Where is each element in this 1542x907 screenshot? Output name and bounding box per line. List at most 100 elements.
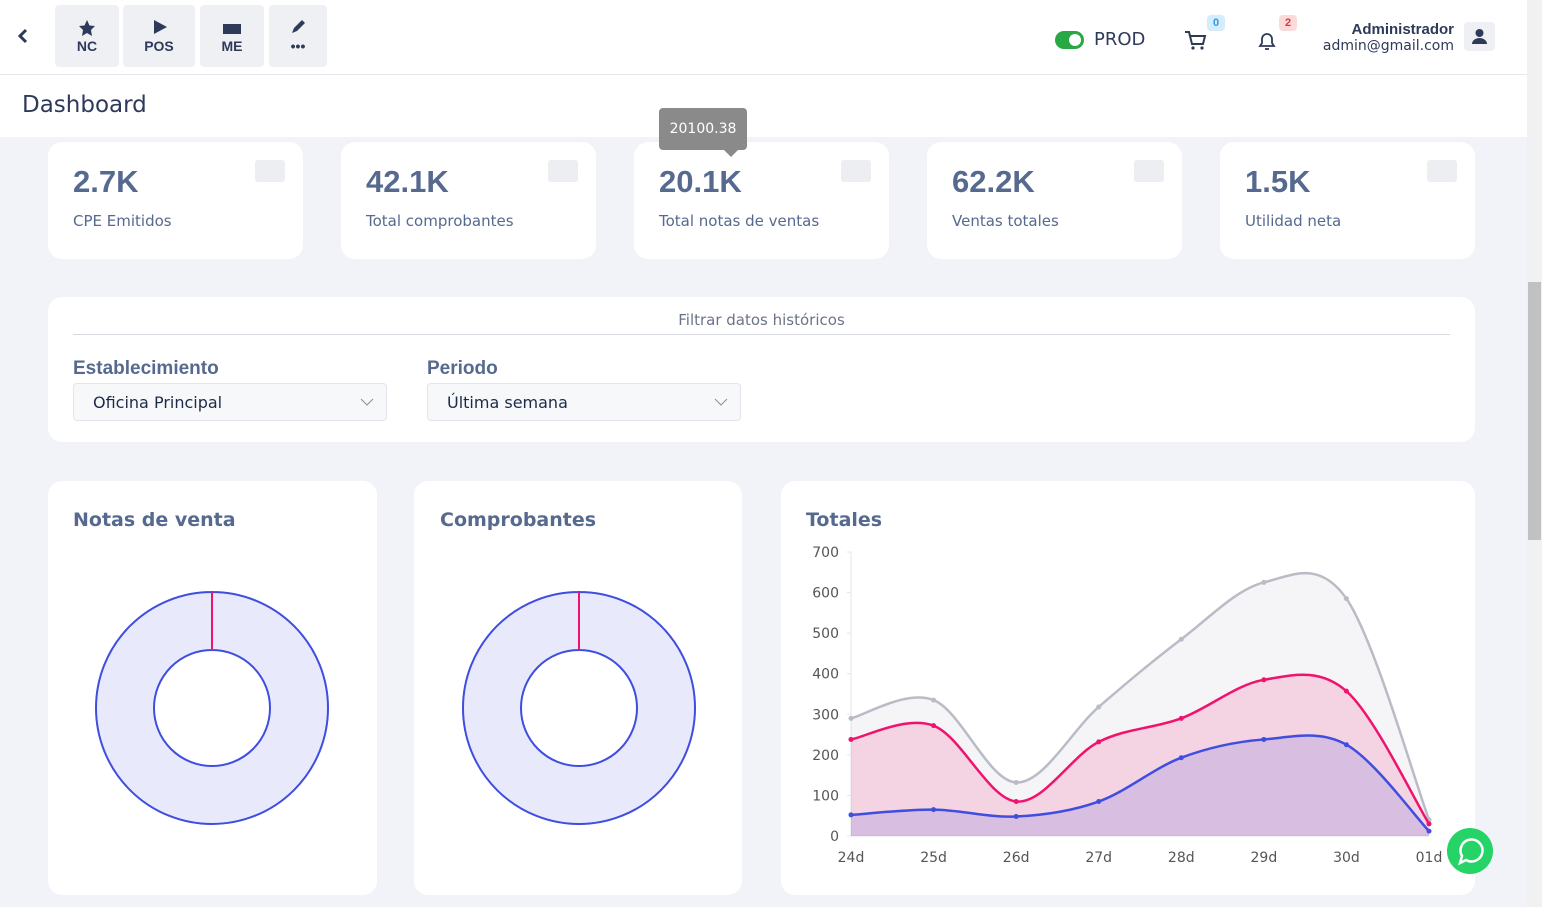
topbar: NC POS ME ••• PROD 0 2 Administrador admi… <box>0 0 1527 75</box>
bell-icon[interactable] <box>1257 30 1277 52</box>
user-name: Administrador <box>1351 21 1454 38</box>
chart-title: Comprobantes <box>440 509 596 531</box>
chart-card <box>414 481 742 895</box>
select[interactable]: Oficina Principal <box>73 383 387 421</box>
point <box>931 723 937 729</box>
point <box>1096 799 1102 805</box>
more-button[interactable]: ••• <box>269 5 327 67</box>
filter-card: Filtrar datos históricos Establecimiento… <box>48 297 1475 442</box>
stat-icon <box>1134 160 1164 182</box>
point <box>1096 704 1102 710</box>
area <box>851 674 1429 836</box>
tooltip: 20100.38 <box>659 108 747 150</box>
donut-segment <box>95 590 329 826</box>
x-tick-label: 29d <box>1251 850 1278 866</box>
stat-value: 42.1K <box>366 164 449 199</box>
me-button[interactable]: ME <box>200 5 264 67</box>
stat-label: Utilidad neta <box>1245 212 1342 230</box>
y-tick-label: 400 <box>812 667 839 683</box>
point <box>1343 596 1349 602</box>
field-label: Periodo <box>427 358 498 379</box>
x-tick-label: 27d <box>1085 850 1112 866</box>
point <box>1178 755 1184 761</box>
point <box>931 807 937 813</box>
chevron <box>360 398 374 406</box>
area <box>851 735 1429 836</box>
stat-label: Total comprobantes <box>366 212 514 230</box>
mode-toggle[interactable] <box>1055 30 1085 50</box>
y-tick-label: 600 <box>812 586 839 602</box>
point <box>1426 828 1432 834</box>
user-email: admin@gmail.com <box>1322 38 1454 54</box>
cart-badge: 0 <box>1207 15 1225 31</box>
area <box>851 573 1429 836</box>
point <box>1178 715 1184 721</box>
stat-icon <box>255 160 285 182</box>
y-tick-label: 0 <box>830 829 839 845</box>
y-tick-label: 200 <box>812 748 839 764</box>
stat-card: 2.7K CPE Emitidos <box>48 142 303 259</box>
chart-title: Totales <box>806 509 882 531</box>
stat-icon <box>841 160 871 182</box>
user-info: Administrador admin@gmail.com <box>1323 21 1454 54</box>
divider <box>73 334 1450 335</box>
select[interactable]: Última semana <box>427 383 741 421</box>
button-label: ••• <box>290 38 306 54</box>
point <box>848 736 854 742</box>
point <box>1178 636 1184 642</box>
y-tick-label: 700 <box>812 545 839 561</box>
whatsapp-button[interactable] <box>1446 827 1494 875</box>
stat-card: 20.1K Total notas de ventas <box>634 142 889 259</box>
point <box>848 715 854 721</box>
point <box>1013 799 1019 805</box>
x-tick-label: 01d <box>1416 850 1443 866</box>
page-title: Dashboard <box>22 92 147 118</box>
y-tick-label: 500 <box>812 626 839 642</box>
button-label: NC <box>76 38 98 54</box>
point <box>1261 677 1267 683</box>
stat-card: 1.5K Utilidad neta <box>1220 142 1475 259</box>
scroll-thumb[interactable] <box>1528 282 1541 540</box>
chevron <box>714 398 728 406</box>
stat-label: Ventas totales <box>952 212 1059 230</box>
point <box>1013 779 1019 785</box>
stat-value: 2.7K <box>73 164 139 199</box>
point <box>1261 579 1267 585</box>
select-value: Última semana <box>447 393 568 412</box>
filter-title: Filtrar datos históricos <box>678 311 845 329</box>
title-bar: Dashboard <box>0 75 1527 137</box>
back-icon[interactable] <box>16 28 30 44</box>
chart-card <box>48 481 377 895</box>
stat-value: 20.1K <box>659 164 742 199</box>
cart-icon[interactable] <box>1184 30 1208 52</box>
notification-badge: 2 <box>1279 15 1297 31</box>
button-label: POS <box>144 38 174 54</box>
pos-button[interactable]: POS <box>123 5 195 67</box>
stat-card: 42.1K Total comprobantes <box>341 142 596 259</box>
point <box>1013 814 1019 820</box>
avatar[interactable] <box>1464 22 1495 51</box>
x-tick-label: 26d <box>1003 850 1030 866</box>
stat-value: 62.2K <box>952 164 1035 199</box>
mode-label: PROD <box>1094 29 1146 50</box>
donut-segment <box>462 590 696 826</box>
stat-icon <box>1427 160 1457 182</box>
point <box>1343 688 1349 694</box>
point <box>1261 736 1267 742</box>
tooltip-arrow <box>724 150 738 157</box>
point <box>1096 739 1102 745</box>
point <box>931 697 937 703</box>
chart-card <box>781 481 1475 895</box>
y-tick-label: 300 <box>812 707 839 723</box>
nc-button[interactable]: NC <box>55 5 119 67</box>
y-tick-label: 100 <box>812 788 839 804</box>
select-value: Oficina Principal <box>93 393 223 412</box>
field-label: Establecimiento <box>73 358 219 379</box>
stat-icon <box>548 160 578 182</box>
button-label: ME <box>221 38 243 54</box>
point <box>1426 821 1432 827</box>
x-tick-label: 24d <box>838 850 865 866</box>
point <box>1343 742 1349 748</box>
x-tick-label: 30d <box>1333 850 1360 866</box>
